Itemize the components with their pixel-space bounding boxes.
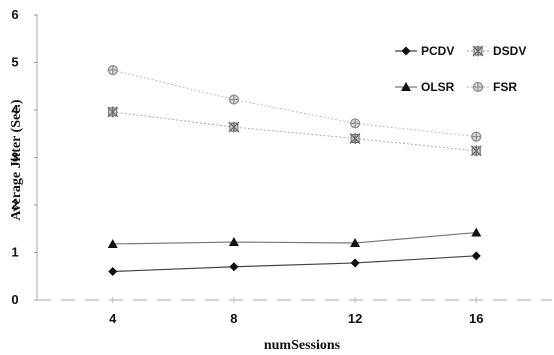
legend-marker-olsr <box>401 82 411 91</box>
x-tick-label: 12 <box>348 311 362 326</box>
series-line-dsdv <box>112 111 477 152</box>
data-point-pcdv <box>229 262 239 272</box>
legend-item-pcdv: PCDV <box>395 44 454 58</box>
y-tick-label: 1 <box>11 245 18 260</box>
legend-marker-fsr <box>472 81 484 93</box>
x-tick-labels: 4 8 12 16 <box>109 297 483 326</box>
data-point-dsdv <box>470 145 482 157</box>
legend-marker-pcdv <box>401 46 411 56</box>
y-tick-label: 0 <box>11 292 18 307</box>
legend: PCDV DSDV OLSR FSR <box>395 44 526 94</box>
legend-label-dsdv: DSDV <box>493 44 526 58</box>
data-point-dsdv <box>349 133 361 144</box>
series-line-fsr <box>112 69 477 138</box>
data-point-fsr <box>228 94 240 105</box>
series-line-pcdv <box>112 255 477 273</box>
y-tick-labels: 0 1 2 3 4 5 6 <box>11 7 37 307</box>
data-point-pcdv <box>108 267 118 276</box>
data-point-pcdv <box>350 258 360 268</box>
data-point-olsr <box>228 237 239 247</box>
y-tick-label: 5 <box>11 55 18 70</box>
data-point-olsr <box>350 238 361 247</box>
x-tick-label: 4 <box>109 311 117 326</box>
data-point-dsdv <box>107 106 119 118</box>
legend-item-fsr: FSR <box>467 80 517 94</box>
x-tick-label: 16 <box>469 311 483 326</box>
data-point-pcdv <box>471 251 481 261</box>
x-axis-title: numSessions <box>264 338 341 353</box>
legend-label-pcdv: PCDV <box>421 44 454 58</box>
y-tick-label: 3 <box>11 150 18 165</box>
data-point-olsr <box>471 227 482 237</box>
x-axis: 4 8 12 16 numSessions <box>37 297 552 353</box>
data-point-dsdv <box>228 121 240 133</box>
y-tick-label: 2 <box>11 197 18 212</box>
y-axis: 0 1 2 3 4 5 6 Average Jitter (Sec.) <box>9 7 38 307</box>
data-point-fsr <box>349 118 361 129</box>
legend-item-dsdv: DSDV <box>467 44 526 58</box>
data-point-fsr <box>471 131 482 142</box>
series-line-olsr <box>112 231 477 245</box>
y-tick-label: 6 <box>11 7 18 22</box>
data-point-fsr <box>107 64 118 76</box>
legend-label-olsr: OLSR <box>421 80 455 94</box>
legend-marker-dsdv <box>472 45 484 57</box>
y-axis-title: Average Jitter (Sec.) <box>9 99 24 220</box>
x-tick-label: 8 <box>230 311 237 326</box>
y-tick-label: 4 <box>11 102 19 117</box>
data-point-olsr <box>107 238 118 248</box>
plot-area <box>107 64 482 276</box>
legend-label-fsr: FSR <box>493 80 517 94</box>
legend-item-olsr: OLSR <box>395 80 455 94</box>
